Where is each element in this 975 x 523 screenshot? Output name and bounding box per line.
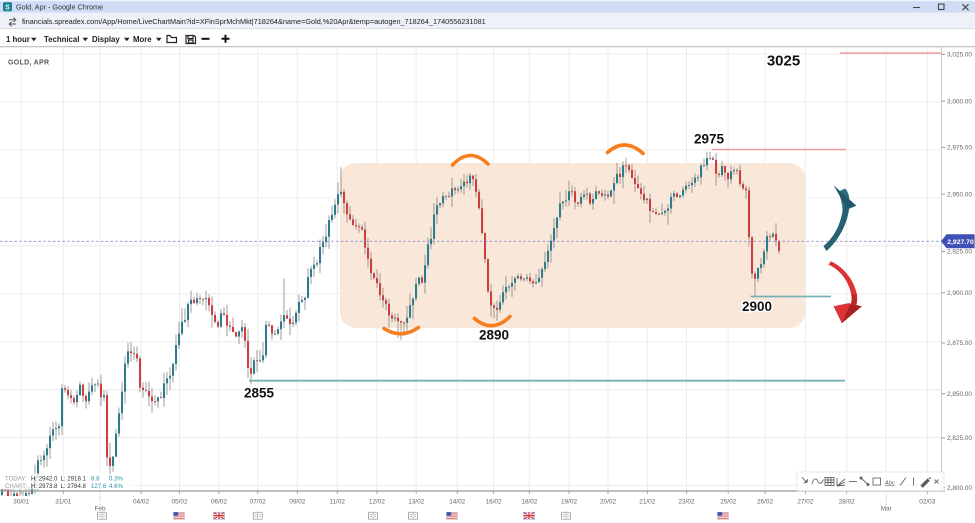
svg-text:2,850.00: 2,850.00 (947, 391, 972, 398)
svg-text:2975: 2975 (694, 132, 725, 147)
svg-text:H: 2973.8: H: 2973.8 (31, 483, 58, 490)
svg-text:S: S (5, 4, 10, 11)
svg-text:L: 2918.1: L: 2918.1 (61, 476, 87, 483)
svg-text:financials.spreadex.com/App/Ho: financials.spreadex.com/App/Home/LiveCha… (22, 17, 486, 26)
svg-text:23/02: 23/02 (679, 499, 695, 506)
svg-text:2,900.00: 2,900.00 (947, 290, 972, 297)
svg-text:Mar: Mar (881, 506, 893, 513)
svg-text:27/02: 27/02 (797, 499, 813, 506)
svg-text:2,875.00: 2,875.00 (947, 340, 972, 347)
svg-text:30/01: 30/01 (13, 499, 29, 506)
svg-text:25/02: 25/02 (720, 499, 736, 506)
svg-text:2890: 2890 (479, 328, 509, 343)
svg-text:31/01: 31/01 (55, 499, 71, 506)
svg-text:21/02: 21/02 (639, 499, 655, 506)
svg-text:3025: 3025 (767, 53, 800, 70)
svg-text:19/02: 19/02 (561, 499, 577, 506)
svg-text:Abc: Abc (884, 481, 895, 487)
svg-text:04/02: 04/02 (133, 499, 149, 506)
svg-text:2,950.00: 2,950.00 (947, 191, 972, 198)
svg-text:18/02: 18/02 (521, 499, 537, 506)
svg-text:CHART:: CHART: (5, 483, 27, 490)
svg-text:14/02: 14/02 (449, 499, 465, 506)
svg-text:L: 2784.8: L: 2784.8 (61, 483, 87, 490)
svg-text:Technical: Technical (44, 35, 79, 44)
svg-text:2,800.00: 2,800.00 (947, 485, 972, 492)
svg-text:More: More (133, 35, 152, 44)
svg-text:07/02: 07/02 (250, 499, 266, 506)
svg-text:2,925.00: 2,925.00 (947, 249, 972, 256)
svg-text:13/02: 13/02 (408, 499, 424, 506)
svg-text:Display: Display (92, 35, 120, 44)
svg-text:2,975.00: 2,975.00 (947, 145, 972, 152)
svg-text:3,000.00: 3,000.00 (947, 98, 972, 105)
svg-text:06/02: 06/02 (211, 499, 227, 506)
svg-text:11/02: 11/02 (329, 499, 345, 506)
svg-text:28/02: 28/02 (839, 499, 855, 506)
svg-text:Gold, Apr - Google Chrome: Gold, Apr - Google Chrome (16, 3, 103, 12)
svg-text:2,825.00: 2,825.00 (947, 435, 972, 442)
svg-text:2900: 2900 (742, 299, 772, 314)
svg-text:Feb: Feb (94, 506, 105, 513)
svg-text:20/02: 20/02 (600, 499, 616, 506)
svg-text:TODAY:: TODAY: (5, 476, 27, 483)
svg-text:127.6: 127.6 (91, 483, 107, 490)
svg-text:H: 2942.0: H: 2942.0 (31, 476, 58, 483)
svg-text:4.6%: 4.6% (109, 483, 123, 490)
svg-text:GOLD, APR: GOLD, APR (8, 60, 49, 67)
svg-text:2,927.70: 2,927.70 (947, 239, 974, 246)
svg-text:8.8: 8.8 (91, 476, 100, 483)
svg-text:1 hour: 1 hour (6, 35, 30, 44)
svg-text:16/02: 16/02 (486, 499, 502, 506)
svg-text:0.3%: 0.3% (109, 476, 123, 483)
svg-text:09/02: 09/02 (289, 499, 305, 506)
svg-text:05/02: 05/02 (172, 499, 188, 506)
svg-text:3,025.00: 3,025.00 (947, 52, 972, 59)
svg-text:2855: 2855 (244, 386, 275, 401)
svg-text:02/03: 02/03 (919, 499, 935, 506)
svg-text:26/02: 26/02 (757, 499, 773, 506)
svg-text:12/02: 12/02 (369, 499, 385, 506)
